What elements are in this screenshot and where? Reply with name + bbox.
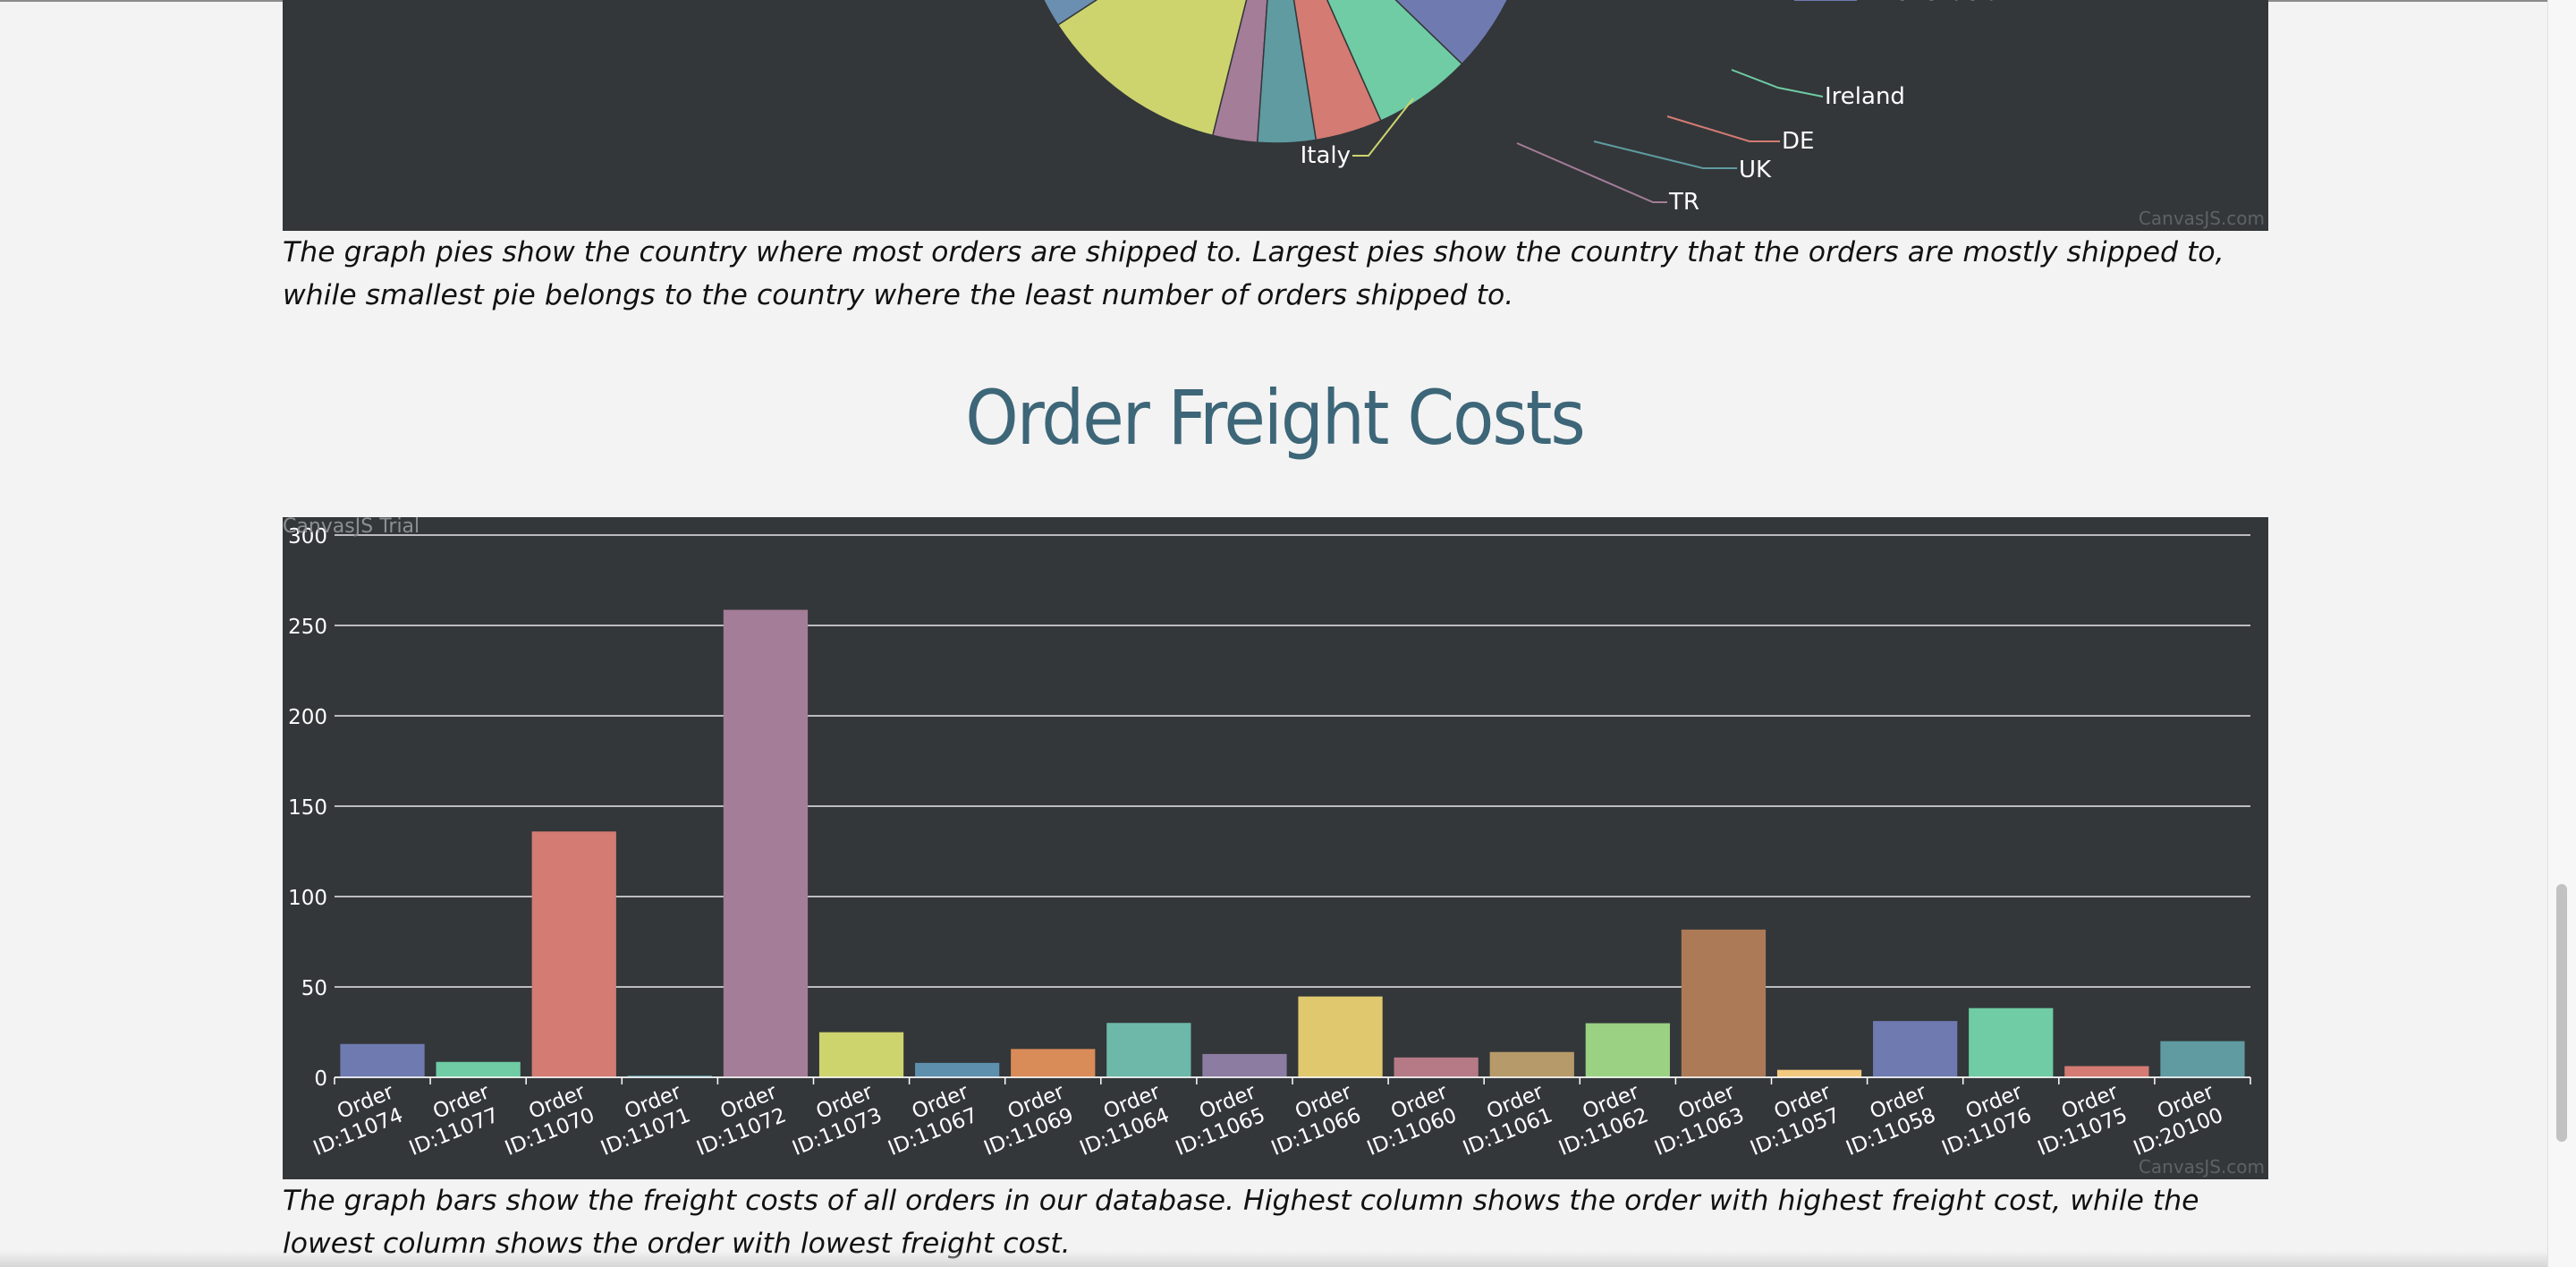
pie-label: TR bbox=[1668, 189, 1699, 216]
pie-label: Italy bbox=[1301, 142, 1351, 169]
y-tick-label: 150 bbox=[288, 796, 327, 820]
x-tick-label: OrderID:11066 bbox=[1258, 1080, 1364, 1161]
freight-bar[interactable] bbox=[1873, 1021, 1958, 1077]
freight-bar[interactable] bbox=[1585, 1023, 1670, 1077]
x-tick-label: OrderID:11070 bbox=[493, 1080, 598, 1161]
x-tick-label: OrderID:11072 bbox=[684, 1080, 790, 1161]
freight-bar[interactable] bbox=[1298, 996, 1383, 1077]
section-title: Order Freight Costs bbox=[965, 374, 1586, 462]
freight-bar[interactable] bbox=[1011, 1049, 1096, 1077]
pie-label-connector bbox=[1666, 115, 1780, 142]
bar-chart-canvas: 050100150200250300OrderID:11074OrderID:1… bbox=[288, 525, 2251, 1161]
freight-bar[interactable] bbox=[1489, 1051, 1574, 1077]
pie-chart-caption: The graph pies show the country where mo… bbox=[283, 236, 2224, 311]
freight-bar[interactable] bbox=[2160, 1041, 2245, 1077]
x-tick-label: OrderID:11065 bbox=[1163, 1080, 1268, 1161]
freight-bar[interactable] bbox=[436, 1061, 521, 1077]
canvasjs-trial-watermark: CanvasJS Trial bbox=[283, 515, 420, 538]
x-tick-label: OrderID:11060 bbox=[1354, 1080, 1460, 1161]
x-tick-label: OrderID:11061 bbox=[1451, 1080, 1556, 1161]
pie-label: Ireland bbox=[1825, 83, 1905, 110]
x-tick-label: OrderID:11071 bbox=[589, 1080, 694, 1161]
freight-bar[interactable] bbox=[340, 1043, 425, 1077]
y-tick-label: 250 bbox=[288, 616, 327, 639]
pie-slice[interactable] bbox=[1275, 0, 1520, 65]
pie-slice[interactable] bbox=[1056, 0, 1275, 137]
freight-bar[interactable] bbox=[1776, 1069, 1862, 1077]
freight-bar[interactable] bbox=[915, 1062, 1000, 1077]
x-tick-label: OrderID:11058 bbox=[1834, 1080, 1939, 1161]
freight-bar[interactable] bbox=[531, 831, 616, 1077]
pie-label-connector bbox=[1731, 69, 1824, 98]
freight-bar[interactable] bbox=[818, 1032, 904, 1077]
x-tick-label: OrderID:11074 bbox=[301, 1080, 406, 1161]
x-tick-label: OrderID:11069 bbox=[971, 1080, 1077, 1161]
y-tick-label: 300 bbox=[288, 525, 327, 548]
pie-label-connector bbox=[1593, 140, 1737, 169]
freight-bar[interactable] bbox=[627, 1076, 712, 1077]
y-tick-label: 200 bbox=[288, 706, 327, 729]
x-tick-label: OrderID:20100 bbox=[2121, 1080, 2226, 1161]
pie-label: Venezuela bbox=[1880, 0, 2000, 6]
bottom-shadow bbox=[0, 1251, 2547, 1267]
freight-bar[interactable] bbox=[1969, 1008, 2054, 1077]
x-tick-label: OrderID:11057 bbox=[1738, 1080, 1843, 1161]
x-tick-label: OrderID:11076 bbox=[1929, 1080, 2035, 1161]
x-tick-label: OrderID:11062 bbox=[1546, 1080, 1652, 1161]
scrollbar-thumb[interactable] bbox=[2556, 884, 2567, 1142]
country-pie-chart: Venezuela Ireland DE UK TR Italy CanvasJS.com bbox=[283, 0, 2268, 231]
freight-bar[interactable] bbox=[1106, 1023, 1191, 1077]
canvasjs-credit[interactable]: CanvasJS.com bbox=[2138, 208, 2265, 229]
x-tick-label: OrderID:11063 bbox=[1642, 1080, 1748, 1161]
y-tick-label: 0 bbox=[314, 1067, 327, 1091]
freight-bar[interactable] bbox=[723, 609, 809, 1077]
freight-bar[interactable] bbox=[1681, 929, 1767, 1077]
x-tick-label: OrderID:11064 bbox=[1067, 1080, 1173, 1161]
pie-label: DE bbox=[1782, 128, 1814, 155]
pie-chart-canvas: Venezuela Ireland DE UK TR Italy bbox=[1043, 0, 2000, 216]
freight-bar[interactable] bbox=[1394, 1057, 1479, 1077]
canvasjs-credit[interactable]: CanvasJS.com bbox=[2138, 1156, 2265, 1178]
pie-label-connector bbox=[1352, 98, 1414, 157]
x-tick-label: OrderID:11073 bbox=[780, 1080, 886, 1161]
x-tick-label: OrderID:11067 bbox=[876, 1080, 981, 1161]
y-tick-label: 50 bbox=[301, 977, 327, 1000]
freight-bar[interactable] bbox=[2064, 1066, 2149, 1077]
x-tick-label: OrderID:11077 bbox=[396, 1080, 502, 1161]
pie-label: UK bbox=[1739, 157, 1772, 183]
y-tick-label: 100 bbox=[288, 887, 327, 910]
pie-label-connector bbox=[1516, 142, 1667, 203]
freight-bar-chart: 0 50 100 150 200 250 300 OrderID:11074 OrderID:1… bbox=[283, 515, 2268, 1179]
freight-bar[interactable] bbox=[1202, 1053, 1287, 1077]
x-tick-label: OrderID:11075 bbox=[2025, 1080, 2131, 1161]
